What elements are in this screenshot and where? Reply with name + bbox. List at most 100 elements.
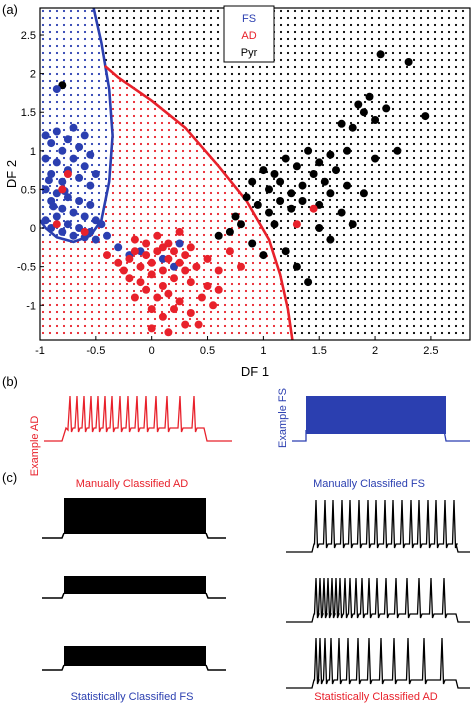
region-dot-pyr bbox=[251, 93, 255, 97]
region-dot-fs bbox=[83, 65, 87, 69]
region-dot-pyr bbox=[314, 177, 318, 181]
region-dot-pyr bbox=[440, 107, 444, 111]
region-dot-pyr bbox=[412, 177, 416, 181]
region-dot-pyr bbox=[426, 233, 430, 237]
region-dot-pyr bbox=[363, 72, 367, 76]
region-dot-pyr bbox=[419, 275, 423, 279]
region-dot-pyr bbox=[356, 331, 360, 335]
region-dot-pyr bbox=[328, 226, 332, 230]
region-dot-pyr bbox=[412, 16, 416, 20]
point-fs bbox=[75, 197, 84, 205]
region-dot-ad bbox=[153, 226, 157, 230]
region-dot-pyr bbox=[370, 23, 374, 27]
region-dot-pyr bbox=[321, 72, 325, 76]
region-dot-fs bbox=[41, 205, 45, 209]
region-dot-pyr bbox=[363, 177, 367, 181]
region-dot-pyr bbox=[447, 72, 451, 76]
region-dot-pyr bbox=[440, 128, 444, 132]
region-dot-ad bbox=[209, 226, 213, 230]
region-dot-fs bbox=[90, 86, 94, 90]
y-tick-label: -1 bbox=[26, 300, 36, 312]
region-dot-pyr bbox=[272, 86, 276, 90]
region-dot-pyr bbox=[293, 212, 297, 216]
region-dot-pyr bbox=[223, 114, 227, 118]
region-dot-pyr bbox=[167, 37, 171, 41]
region-dot-pyr bbox=[419, 282, 423, 286]
region-dot-ad bbox=[230, 331, 234, 335]
region-dot-fs bbox=[55, 135, 59, 139]
region-dot-pyr bbox=[440, 317, 444, 321]
region-dot-ad bbox=[237, 317, 241, 321]
region-dot-pyr bbox=[258, 163, 262, 167]
region-dot-ad bbox=[216, 275, 220, 279]
region-dot-pyr bbox=[440, 198, 444, 202]
region-dot-ad bbox=[69, 268, 73, 272]
region-dot-pyr bbox=[419, 226, 423, 230]
region-dot-pyr bbox=[356, 16, 360, 20]
region-dot-pyr bbox=[349, 233, 353, 237]
region-dot-pyr bbox=[118, 16, 122, 20]
region-dot-pyr bbox=[181, 51, 185, 55]
region-dot-ad bbox=[279, 303, 283, 307]
region-dot-ad bbox=[146, 198, 150, 202]
region-dot-ad bbox=[181, 149, 185, 153]
region-dot-pyr bbox=[349, 23, 353, 27]
region-dot-pyr bbox=[230, 142, 234, 146]
region-dot-pyr bbox=[223, 93, 227, 97]
region-dot-pyr bbox=[104, 51, 108, 55]
region-dot-pyr bbox=[363, 226, 367, 230]
region-dot-pyr bbox=[111, 44, 115, 48]
region-dot-pyr bbox=[349, 114, 353, 118]
region-dot-ad bbox=[167, 177, 171, 181]
point-pyr bbox=[298, 181, 307, 190]
region-dot-pyr bbox=[279, 268, 283, 272]
region-dot-ad bbox=[202, 184, 206, 188]
region-dot-ad bbox=[230, 303, 234, 307]
region-dot-ad bbox=[258, 303, 262, 307]
region-dot-pyr bbox=[321, 212, 325, 216]
region-dot-pyr bbox=[328, 86, 332, 90]
region-dot-pyr bbox=[384, 317, 388, 321]
region-dot-ad bbox=[76, 324, 80, 328]
region-dot-ad bbox=[76, 247, 80, 251]
region-dot-pyr bbox=[405, 212, 409, 216]
region-dot-ad bbox=[55, 247, 59, 251]
region-dot-fs bbox=[48, 93, 52, 97]
region-dot-pyr bbox=[328, 72, 332, 76]
region-dot-fs bbox=[76, 9, 80, 13]
region-dot-ad bbox=[118, 107, 122, 111]
region-dot-ad bbox=[90, 303, 94, 307]
point-ad bbox=[309, 204, 318, 213]
region-dot-fs bbox=[62, 30, 66, 34]
region-dot-ad bbox=[202, 177, 206, 181]
region-dot-pyr bbox=[258, 100, 262, 104]
region-dot-ad bbox=[139, 212, 143, 216]
y-axis-ticks: -1-0.500.511.522.5 bbox=[17, 30, 44, 312]
region-dot-pyr bbox=[398, 9, 402, 13]
region-dot-pyr bbox=[251, 107, 255, 111]
region-dot-pyr bbox=[461, 16, 465, 20]
region-dot-ad bbox=[139, 128, 143, 132]
region-dot-pyr bbox=[440, 226, 444, 230]
region-dot-ad bbox=[104, 303, 108, 307]
region-dot-pyr bbox=[412, 205, 416, 209]
region-dot-ad bbox=[104, 282, 108, 286]
region-dot-pyr bbox=[398, 121, 402, 125]
region-dot-ad bbox=[132, 275, 136, 279]
region-dot-pyr bbox=[370, 219, 374, 223]
region-dot-ad bbox=[48, 275, 52, 279]
region-dot-pyr bbox=[377, 149, 381, 153]
region-dot-pyr bbox=[454, 65, 458, 69]
region-dot-pyr bbox=[398, 23, 402, 27]
x-tick-label: 1 bbox=[260, 345, 266, 357]
region-dot-pyr bbox=[314, 184, 318, 188]
region-dot-pyr bbox=[160, 86, 164, 90]
region-dot-fs bbox=[55, 37, 59, 41]
region-dot-pyr bbox=[209, 9, 213, 13]
region-dot-pyr bbox=[279, 107, 283, 111]
region-dot-ad bbox=[223, 198, 227, 202]
region-dot-pyr bbox=[363, 128, 367, 132]
region-dot-ad bbox=[69, 289, 73, 293]
region-dot-pyr bbox=[454, 289, 458, 293]
region-dot-ad bbox=[223, 261, 227, 265]
